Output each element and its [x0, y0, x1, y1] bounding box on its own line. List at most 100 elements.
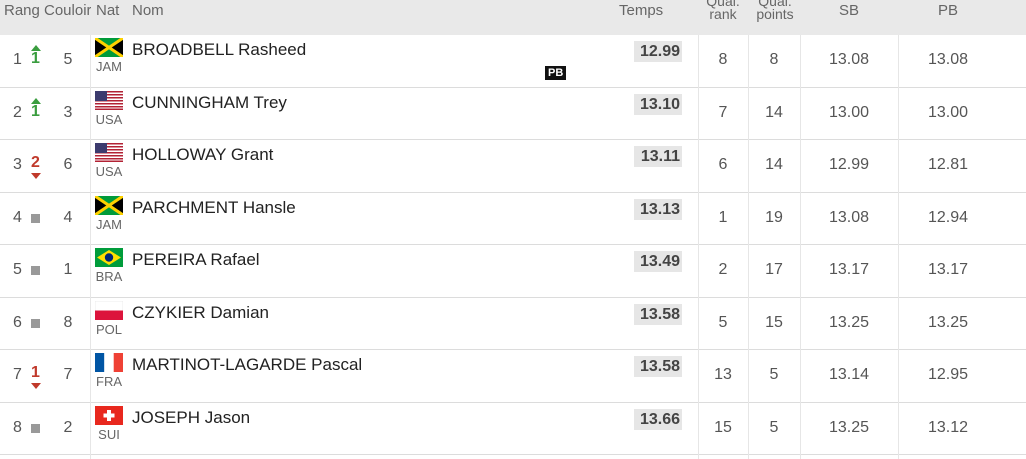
season-best: 13.14	[828, 366, 870, 383]
column-divider	[898, 35, 899, 459]
qual-rank: 13	[714, 366, 732, 383]
personal-best: 13.17	[927, 261, 969, 278]
season-best: 13.00	[828, 103, 870, 121]
time: 13.58	[634, 303, 682, 325]
nationality: USA	[95, 111, 123, 127]
lane: 7	[63, 366, 73, 383]
flag	[95, 91, 123, 110]
flag	[95, 143, 123, 162]
result-row: 2 1 3 USA CUNNINGHAM Trey 13.10 7 14 13.…	[0, 88, 1026, 140]
personal-best: 13.12	[927, 418, 969, 436]
column-divider	[698, 35, 699, 459]
column-divider	[90, 35, 91, 459]
result-row: 4 4 JAM PARCHMENT Hansle 13.13 1 19 13.0…	[0, 193, 1026, 245]
column-header[interactable]: PB	[937, 2, 958, 19]
rank: 4	[13, 208, 22, 226]
column-divider	[800, 35, 801, 459]
lane: 4	[63, 208, 73, 226]
result-row: 5 1 BRA PEREIRA Rafael 13.49 2 17 13.17 …	[0, 245, 1026, 298]
nationality: POL	[95, 321, 122, 337]
time: 13.66	[634, 408, 682, 430]
nationality: JAM	[96, 59, 122, 74]
nationality: BRA	[95, 269, 123, 284]
qual-points: 14	[765, 103, 783, 121]
rank-change: 2	[30, 149, 42, 179]
personal-best: 13.00	[927, 103, 969, 121]
qual-rank: 7	[718, 103, 728, 121]
rank-change-value: 1	[31, 364, 40, 381]
flag	[95, 196, 123, 215]
column-header[interactable]: Couloir	[44, 2, 91, 19]
qual-rank: 1	[718, 208, 728, 226]
athlete-name[interactable]: MARTINOT-LAGARDE Pascal	[132, 355, 363, 374]
flag	[95, 353, 123, 372]
flag	[95, 406, 123, 425]
personal-best: 13.25	[927, 313, 969, 331]
flag	[95, 248, 123, 267]
season-best: 13.25	[828, 313, 870, 331]
column-header[interactable]: Qual. points	[756, 0, 794, 22]
nationality: SUI	[98, 426, 120, 442]
table-header: Rang Couloir Nat Nom Temps Qual. rank Qu…	[0, 0, 1026, 35]
athlete-name[interactable]: BROADBELL Rasheed	[132, 40, 307, 59]
nationality: USA	[95, 164, 123, 179]
athlete-name[interactable]: HOLLOWAY Grant	[132, 145, 274, 164]
qual-rank: 6	[718, 156, 728, 173]
flag	[95, 301, 123, 320]
column-header[interactable]: Nom	[132, 2, 164, 19]
rank-unchanged	[30, 254, 42, 284]
lane: 1	[63, 261, 73, 278]
rank: 5	[13, 261, 22, 278]
lane: 2	[63, 418, 73, 436]
rank-change: 1	[30, 44, 42, 74]
rank: 1	[13, 51, 22, 68]
result-row: 8 2 SUI JOSEPH Jason 13.66 15 5 13.25 13…	[0, 403, 1026, 455]
column-header[interactable]: Nat	[96, 2, 120, 19]
rank-unchanged	[30, 307, 42, 337]
nationality: JAM	[96, 216, 122, 232]
time: 12.99	[634, 41, 682, 62]
rank: 6	[13, 313, 22, 331]
time: 13.11	[634, 146, 682, 167]
athlete-name[interactable]: CZYKIER Damian	[132, 302, 269, 322]
athlete-name[interactable]: JOSEPH Jason	[132, 407, 251, 427]
result-row: 6 8 POL CZYKIER Damian 13.58 5 15 13.25 …	[0, 298, 1026, 350]
qual-points: 8	[769, 51, 779, 68]
flag	[95, 38, 123, 57]
column-header: Rang	[4, 2, 40, 19]
qual-points: 17	[765, 261, 783, 278]
season-best: 13.08	[828, 208, 870, 226]
athlete-name[interactable]: PARCHMENT Hansle	[132, 197, 296, 217]
column-header[interactable]: Temps	[619, 2, 664, 19]
lane: 3	[63, 103, 73, 121]
season-best: 12.99	[828, 156, 870, 173]
season-best: 13.25	[828, 418, 870, 436]
rank-unchanged	[30, 412, 42, 442]
lane: 6	[63, 156, 73, 173]
rank-change: 1	[30, 97, 42, 127]
athlete-name[interactable]: PEREIRA Rafael	[132, 250, 260, 269]
time: 13.49	[634, 251, 682, 272]
column-header[interactable]: SB	[838, 2, 859, 19]
rank-change-value: 2	[31, 154, 40, 171]
qual-points: 15	[765, 313, 783, 331]
result-row: 7 1 7 FRA MARTINOT-LAGARDE Pascal 13.58 …	[0, 350, 1026, 403]
lane: 8	[63, 313, 73, 331]
column-divider	[748, 35, 749, 459]
qual-rank: 15	[714, 418, 732, 436]
lane: 5	[63, 51, 73, 68]
personal-best: 12.81	[927, 156, 969, 173]
rank: 7	[13, 366, 22, 383]
result-row: 3 2 6 USA HOLLOWAY Grant 13.11 6 14 12.9…	[0, 140, 1026, 193]
rank-change-value: 1	[31, 102, 40, 120]
qual-rank: 5	[718, 313, 728, 331]
athlete-name[interactable]: CUNNINGHAM Trey	[132, 92, 287, 112]
qual-points: 5	[769, 366, 779, 383]
time: 13.10	[634, 93, 682, 115]
column-header[interactable]: Qual. rank	[706, 0, 740, 22]
nationality: FRA	[96, 374, 122, 389]
season-best: 13.17	[828, 261, 870, 278]
rank: 3	[13, 156, 22, 173]
qual-rank: 2	[718, 261, 728, 278]
